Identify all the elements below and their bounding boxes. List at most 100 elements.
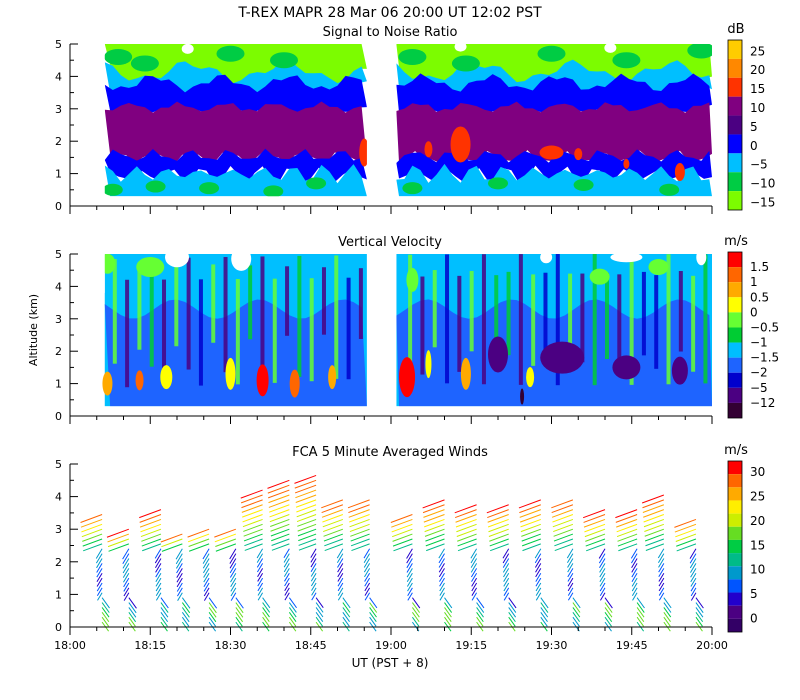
wind-barb [476,607,484,618]
vv-streak [272,278,277,383]
wind-barb [391,528,413,538]
y-tick-label: 2 [55,135,62,148]
wind-barb [502,558,510,568]
wind-barb [503,587,510,596]
wind-barb [270,523,290,532]
wind-barb [644,528,665,537]
wind-barb [244,543,263,551]
wind-barb [270,528,290,537]
y-tick-label: 4 [55,491,62,504]
wind-barb [311,582,317,591]
snr-green-patch [263,185,284,198]
wind-barb [337,582,344,592]
vv-green-patch [648,258,669,275]
wind-barb [298,533,317,542]
wind-barb [256,558,264,568]
wind-barb [438,548,445,559]
wind-barb [503,572,510,582]
wind-barb [288,602,297,613]
wind-barb [457,533,477,542]
wind-barb [363,548,371,559]
wind-barb [470,548,478,559]
vv-streak [420,276,425,375]
colorbar-swatch [728,513,742,527]
vv-streak [481,254,486,385]
wind-barb [657,553,665,563]
wind-barb [176,568,183,578]
wind-barb [675,528,697,538]
vv-green-patch [406,267,419,292]
wind-barb [337,587,344,596]
wind-barb [690,568,697,578]
wind-barb [364,568,371,578]
wind-barb [522,543,541,552]
wind-barb [122,558,130,569]
vv-updraft [399,357,416,398]
x-tick-label: 20:00 [696,639,728,652]
wind-barb [122,568,130,578]
y-tick-label: 5 [55,38,62,51]
wind-barb [349,518,370,528]
wind-barb [426,543,445,552]
wind-barb [658,572,665,582]
wind-barb [535,577,542,587]
wind-barb [518,499,541,509]
wind-barb [160,602,169,613]
wind-barb [337,572,344,582]
wind-barb [230,592,237,601]
wind-barb [202,553,210,564]
wind-barb [297,518,317,527]
wind-barb [363,553,371,564]
wind-barb [406,577,413,587]
wind-barb [96,587,103,597]
wind-barb [160,612,169,623]
vv-downdraft [540,341,585,374]
wind-barb [348,504,370,514]
vv-streak [703,254,708,384]
snr-green-patch [270,52,298,69]
wind-barb [690,563,697,573]
colorbar-label: 25 [750,489,765,503]
wind-barb [471,582,478,592]
wind-barb [256,553,264,563]
wind-barb [599,592,606,601]
y-tick-label: 5 [55,458,62,471]
wind-barb [644,533,665,542]
wind-barb [535,582,542,592]
wind-barb [567,572,574,582]
snr-green-patch [130,55,159,72]
wind-barb [175,558,183,569]
wind-barb [487,509,509,519]
vv-title: Vertical Velocity [338,235,442,250]
x-tick-label: 18:15 [134,639,166,652]
wind-barb [283,553,290,563]
wind-barb [411,597,421,609]
wind-barb [322,518,344,528]
wind-barb [323,533,344,542]
wind-barb [535,592,542,601]
colorbar-label: −2 [750,366,768,380]
wind-barb [551,504,574,514]
colorbar-swatch [728,312,742,328]
colorbar-label: 15 [750,538,765,552]
wind-barb [123,572,130,583]
wind-barb [268,494,290,504]
wind-barb [336,553,344,564]
wind-barb [155,558,162,568]
wind-barb [295,494,317,503]
wind-barb [315,612,324,622]
wind-barb [487,518,509,528]
wind-barb [262,616,270,627]
wind-barb [567,568,574,578]
wind-barb [128,602,137,614]
vv-streak [186,257,191,370]
wind-barb [508,597,517,609]
wind-barb [572,602,581,613]
snr-green-patch [145,180,166,193]
wind-barb [364,592,371,601]
wind-barb [643,509,665,518]
snr-green-patch [659,183,680,196]
wind-barb [676,538,697,547]
wind-barb [203,592,210,601]
wind-barb [230,577,237,588]
